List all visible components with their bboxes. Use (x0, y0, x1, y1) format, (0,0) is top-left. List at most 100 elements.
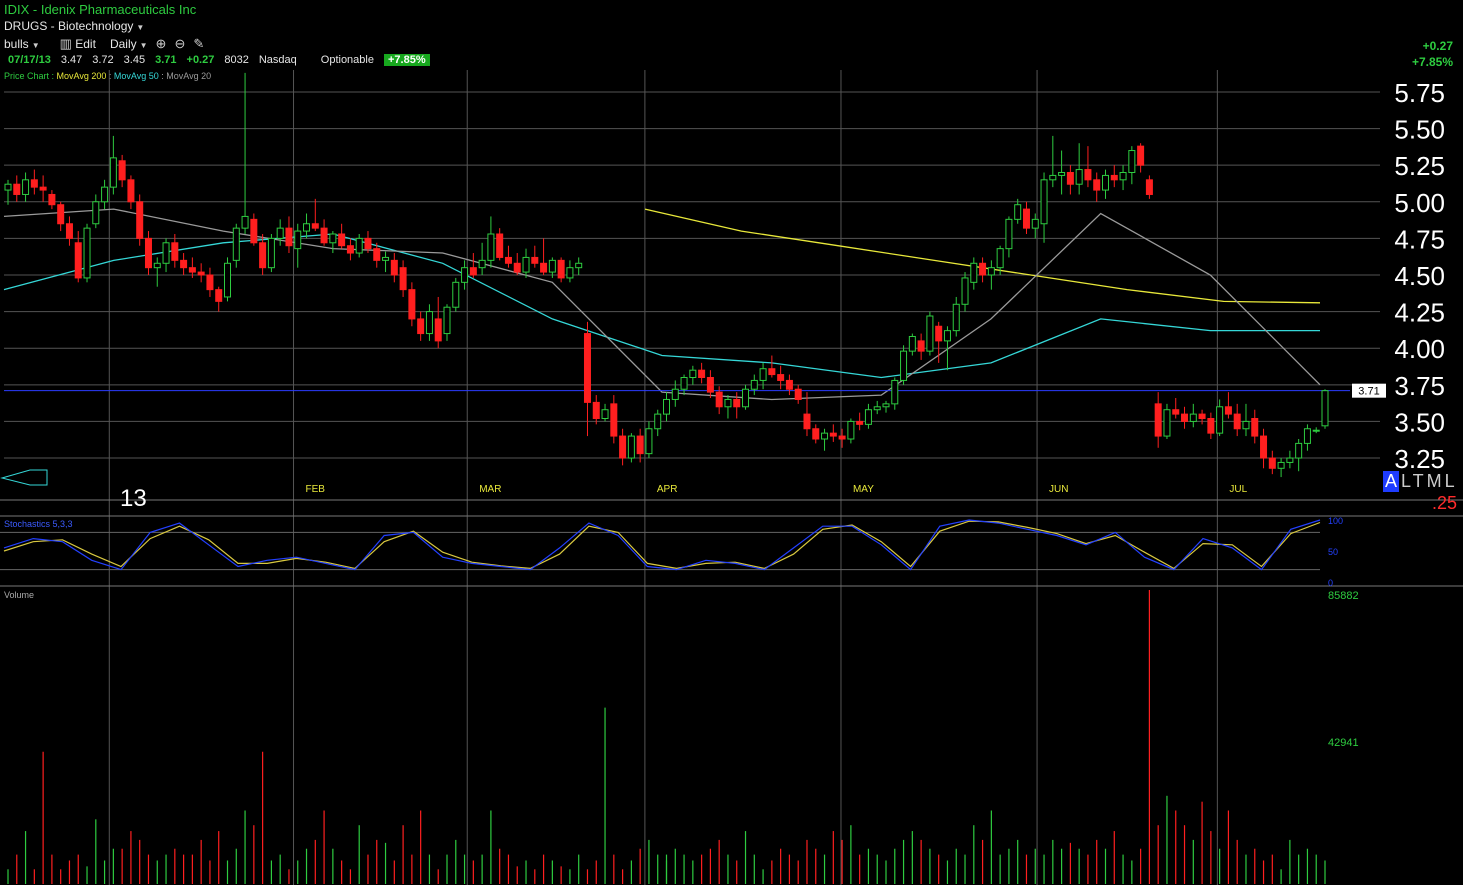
watchlist-dropdown[interactable]: bulls ▼ (4, 37, 40, 51)
candle-body (408, 289, 416, 320)
candle-body (917, 340, 925, 352)
candle-body (4, 183, 12, 191)
candle-body (680, 377, 688, 390)
edit-button[interactable]: ▥ Edit (60, 36, 96, 52)
candle-body (1031, 218, 1039, 229)
candle-body (979, 262, 987, 276)
candle-body (285, 227, 293, 247)
candle-body (355, 237, 363, 254)
candle-body (92, 201, 100, 225)
candle-body (724, 398, 732, 408)
price-tick-label: 5.00 (1394, 188, 1445, 218)
candle-body (733, 398, 741, 408)
price-tick-label: 3.25 (1394, 444, 1445, 474)
quote-exchange: Nasdaq (258, 54, 297, 66)
candle-body (320, 227, 328, 244)
candle-body (1040, 179, 1048, 225)
zoom-out-icon[interactable]: ⊖ (174, 36, 186, 51)
stochastics-label: Stochastics 5,3,3 (4, 519, 73, 529)
candle-body (513, 262, 521, 273)
candle-body (83, 227, 91, 279)
chevron-down-icon: ▼ (139, 41, 148, 50)
candle-body (232, 227, 240, 261)
candle-body (926, 315, 934, 352)
volume-panel: 85882429410 (7, 590, 1359, 885)
candle-body (57, 204, 65, 225)
candle-body (1102, 174, 1109, 191)
volume-label: Volume (4, 590, 35, 600)
candle-body (987, 267, 995, 276)
chevron-down-icon: ▼ (136, 23, 145, 32)
candle-body (794, 388, 802, 400)
candle-body (127, 179, 135, 203)
legend-ma200[interactable]: MovAvg 200 (56, 71, 107, 81)
candle-body (487, 233, 495, 261)
candle-body (1137, 145, 1145, 166)
ma50-line (3, 233, 1320, 379)
candle-body (1224, 406, 1232, 415)
candle-body (671, 388, 679, 400)
scale-toggle-ltml[interactable]: LTML (1401, 471, 1458, 491)
candle-body (276, 227, 284, 239)
candle-body (698, 369, 706, 378)
gridlines (0, 70, 1463, 885)
zoom-in-icon[interactable]: ⊕ (155, 36, 167, 51)
volume-scale-label: 42941 (1328, 737, 1359, 749)
stoch-scale-label: 100 (1328, 516, 1343, 526)
candle-body (961, 277, 969, 305)
candle-body (1172, 409, 1180, 415)
candle-body (742, 388, 750, 408)
ma200-line (644, 208, 1321, 304)
quote-date: 07/17/13 (8, 54, 51, 66)
candle-body (373, 248, 381, 261)
candle-body (636, 435, 644, 455)
candlesticks (4, 72, 1329, 478)
candle-body (1312, 429, 1320, 432)
chevron-down-icon: ▼ (31, 41, 40, 50)
candle-body (136, 201, 144, 239)
stoch-d-line (3, 520, 1321, 570)
candle-body (338, 233, 346, 247)
candle-body (1260, 435, 1268, 459)
candle-body (241, 215, 249, 229)
price-tick-label: 4.25 (1394, 298, 1445, 328)
pencil-icon[interactable]: ✎ (193, 36, 205, 51)
candle-body (1093, 179, 1101, 191)
month-label: MAR (479, 484, 501, 495)
legend-ma50[interactable]: MovAvg 50 (113, 71, 159, 81)
candle-body (1303, 428, 1311, 444)
quote-last: 3.71 (155, 54, 177, 66)
candle-body (1286, 457, 1294, 463)
candle-body (627, 435, 635, 459)
scale-toggle-a[interactable]: A (1383, 471, 1400, 492)
candle-body (13, 183, 21, 195)
candle-body (30, 179, 38, 188)
watchlist-label: bulls (4, 37, 29, 51)
current-price-box (1352, 383, 1386, 398)
candle-body (346, 245, 354, 254)
candle-body (1145, 179, 1153, 195)
optionable-label: Optionable (320, 54, 374, 66)
candle-body (663, 398, 670, 415)
price-tick-label: 3.75 (1394, 371, 1445, 401)
pct-change-badge: +7.85% (383, 54, 430, 66)
period-label: Daily (109, 37, 137, 51)
candle-body (1198, 413, 1206, 420)
candle-body (74, 242, 82, 279)
candle-body (425, 311, 433, 335)
month-label: MAY (853, 484, 874, 495)
quote-bar: 07/17/13 3.47 3.72 3.45 3.71 +0.27 8032 … (8, 54, 430, 66)
candle-body (706, 377, 714, 393)
candle-body (250, 218, 258, 244)
candle-body (847, 420, 855, 440)
candle-body (759, 368, 767, 381)
edit-label: Edit (75, 37, 96, 51)
legend-ma20[interactable]: MovAvg 20 (166, 71, 212, 81)
candle-body (1154, 403, 1162, 437)
candle-body (1049, 174, 1057, 181)
symbol-title[interactable]: IDIX - Idenix Pharmaceuticals Inc (4, 2, 197, 17)
period-dropdown[interactable]: Daily ▼ (110, 37, 148, 51)
price-tick-label: 4.00 (1394, 334, 1445, 364)
industry-group-dropdown[interactable]: DRUGS - Biotechnology ▼ (4, 19, 144, 33)
